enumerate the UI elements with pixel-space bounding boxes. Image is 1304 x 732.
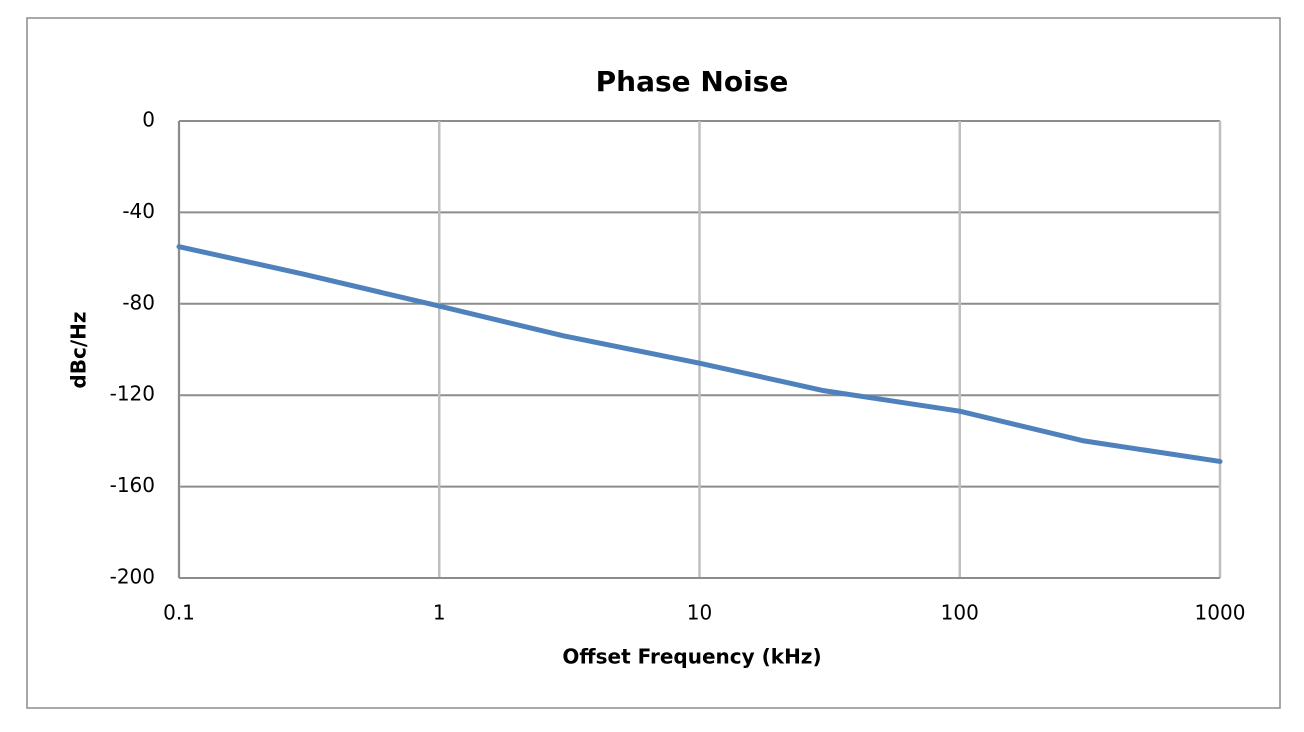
x-tick-label: 1 [433, 601, 446, 625]
x-tick-label: 10 [687, 601, 712, 625]
y-tick-label: -120 [110, 382, 155, 406]
y-tick-label: -80 [122, 290, 155, 314]
x-tick-label: 100 [941, 601, 979, 625]
y-tick-label: -200 [110, 565, 155, 589]
chart-border [26, 17, 1281, 709]
x-tick-label: 0.1 [163, 601, 195, 625]
data-line [176, 244, 1223, 464]
y-tick-label: -40 [122, 199, 155, 223]
x-tick-label: 1000 [1195, 601, 1246, 625]
y-tick-label: 0 [142, 108, 155, 132]
y-axis-label: dBc/Hz [67, 311, 91, 388]
x-axis-label: Offset Frequency (kHz) [562, 645, 821, 669]
chart-title: Phase Noise [596, 65, 789, 98]
y-tick-label: -160 [110, 473, 155, 497]
